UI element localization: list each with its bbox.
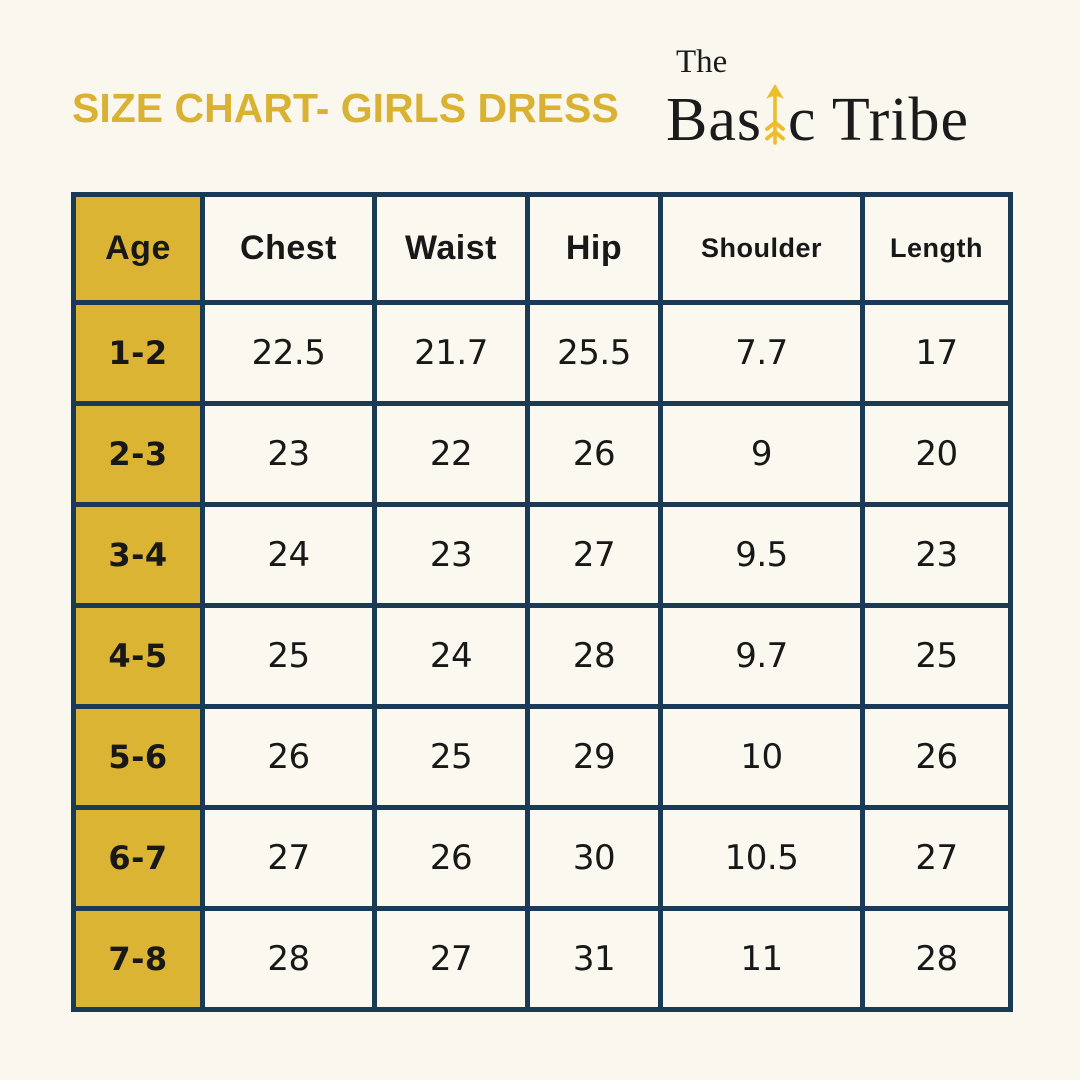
waist-cell: 24 bbox=[372, 603, 530, 709]
table-row: 3-4 24 23 27 9.5 23 bbox=[71, 502, 1013, 608]
age-cell: 6-7 bbox=[71, 805, 205, 911]
logo-word-basic-tribe: Bas c Tribe bbox=[666, 83, 1026, 151]
hip-cell: 30 bbox=[525, 805, 663, 911]
table-row: 1-2 22.5 21.7 25.5 7.7 17 bbox=[71, 300, 1013, 406]
header-chest: Chest bbox=[200, 192, 377, 305]
age-cell: 7-8 bbox=[71, 906, 205, 1012]
waist-cell: 23 bbox=[372, 502, 530, 608]
table-row: 6-7 27 26 30 10.5 27 bbox=[71, 805, 1013, 911]
size-chart-table: Age Chest Waist Hip Shoulder Length 1-2 … bbox=[71, 192, 1013, 1012]
header-shoulder: Shoulder bbox=[658, 192, 865, 305]
length-cell: 27 bbox=[860, 805, 1013, 911]
chest-cell: 27 bbox=[200, 805, 377, 911]
length-cell: 17 bbox=[860, 300, 1013, 406]
age-cell: 5-6 bbox=[71, 704, 205, 810]
length-cell: 25 bbox=[860, 603, 1013, 709]
shoulder-cell: 11 bbox=[658, 906, 865, 1012]
shoulder-cell: 10 bbox=[658, 704, 865, 810]
header-age: Age bbox=[71, 192, 205, 305]
waist-cell: 21.7 bbox=[372, 300, 530, 406]
shoulder-cell: 9.5 bbox=[658, 502, 865, 608]
table-row: 4-5 25 24 28 9.7 25 bbox=[71, 603, 1013, 709]
up-arrow-icon bbox=[765, 84, 785, 145]
table-row: 7-8 28 27 31 11 28 bbox=[71, 906, 1013, 1012]
shoulder-cell: 9.7 bbox=[658, 603, 865, 709]
waist-cell: 22 bbox=[372, 401, 530, 507]
chest-cell: 28 bbox=[200, 906, 377, 1012]
hip-cell: 25.5 bbox=[525, 300, 663, 406]
header-length: Length bbox=[860, 192, 1013, 305]
brand-logo: The Bas c Tribe bbox=[666, 44, 1026, 152]
chest-cell: 22.5 bbox=[200, 300, 377, 406]
logo-basic-prefix: Bas bbox=[666, 86, 762, 154]
logo-word-the: The bbox=[676, 44, 728, 80]
header-hip: Hip bbox=[525, 192, 663, 305]
length-cell: 20 bbox=[860, 401, 1013, 507]
hip-cell: 26 bbox=[525, 401, 663, 507]
age-cell: 4-5 bbox=[71, 603, 205, 709]
shoulder-cell: 9 bbox=[658, 401, 865, 507]
chest-cell: 23 bbox=[200, 401, 377, 507]
length-cell: 23 bbox=[860, 502, 1013, 608]
chest-cell: 25 bbox=[200, 603, 377, 709]
length-cell: 28 bbox=[860, 906, 1013, 1012]
page-title: SIZE CHART- GIRLS DRESS bbox=[72, 85, 619, 131]
age-cell: 3-4 bbox=[71, 502, 205, 608]
age-cell: 2-3 bbox=[71, 401, 205, 507]
waist-cell: 26 bbox=[372, 805, 530, 911]
hip-cell: 31 bbox=[525, 906, 663, 1012]
hip-cell: 27 bbox=[525, 502, 663, 608]
header-row: Age Chest Waist Hip Shoulder Length bbox=[71, 192, 1013, 305]
table-row: 5-6 26 25 29 10 26 bbox=[71, 704, 1013, 810]
logo-basic-suffix: c Tribe bbox=[788, 86, 969, 154]
waist-cell: 25 bbox=[372, 704, 530, 810]
table-row: 2-3 23 22 26 9 20 bbox=[71, 401, 1013, 507]
waist-cell: 27 bbox=[372, 906, 530, 1012]
length-cell: 26 bbox=[860, 704, 1013, 810]
age-cell: 1-2 bbox=[71, 300, 205, 406]
header-waist: Waist bbox=[372, 192, 530, 305]
chest-cell: 24 bbox=[200, 502, 377, 608]
chest-cell: 26 bbox=[200, 704, 377, 810]
hip-cell: 28 bbox=[525, 603, 663, 709]
shoulder-cell: 10.5 bbox=[658, 805, 865, 911]
hip-cell: 29 bbox=[525, 704, 663, 810]
shoulder-cell: 7.7 bbox=[658, 300, 865, 406]
